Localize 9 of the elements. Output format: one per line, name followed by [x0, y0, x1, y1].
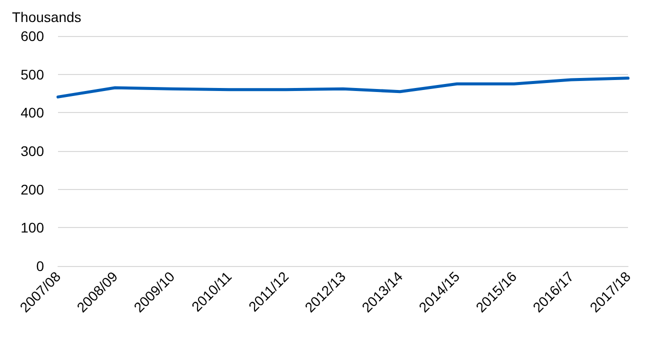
y-tick-label: 600 — [20, 28, 44, 44]
y-tick-label: 500 — [20, 66, 44, 82]
line-series — [56, 76, 630, 98]
y-tick-label: 100 — [20, 220, 44, 236]
y-tick-label: 400 — [20, 104, 44, 121]
y-tick-label: 200 — [20, 181, 44, 198]
y-tick-label: 300 — [20, 143, 44, 159]
y-tick-label: 0 — [36, 258, 44, 274]
y-axis-title: Thousands — [12, 9, 82, 25]
